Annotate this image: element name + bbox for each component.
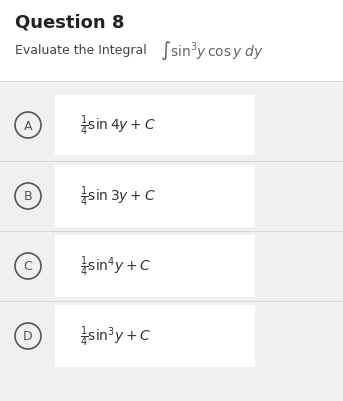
FancyBboxPatch shape xyxy=(55,305,255,367)
Text: $\frac{1}{4}\sin 3y + C$: $\frac{1}{4}\sin 3y + C$ xyxy=(80,184,156,209)
Text: $\frac{1}{4}\sin^3\!y + C$: $\frac{1}{4}\sin^3\!y + C$ xyxy=(80,324,151,348)
Text: D: D xyxy=(23,330,33,342)
FancyBboxPatch shape xyxy=(0,0,343,82)
FancyBboxPatch shape xyxy=(0,92,343,160)
Text: A: A xyxy=(24,119,32,132)
Text: $\int \sin^3\!y\,\cos y\;dy$: $\int \sin^3\!y\,\cos y\;dy$ xyxy=(160,40,264,62)
Text: C: C xyxy=(24,260,32,273)
FancyBboxPatch shape xyxy=(0,231,343,301)
FancyBboxPatch shape xyxy=(55,166,255,227)
Text: Question 8: Question 8 xyxy=(15,14,125,32)
FancyBboxPatch shape xyxy=(0,162,343,231)
FancyBboxPatch shape xyxy=(0,301,343,371)
Text: $\frac{1}{4}\sin 4y + C$: $\frac{1}{4}\sin 4y + C$ xyxy=(80,113,156,138)
FancyBboxPatch shape xyxy=(55,96,255,156)
Text: B: B xyxy=(24,190,32,203)
Text: $\frac{1}{4}\sin^4\!y + C$: $\frac{1}{4}\sin^4\!y + C$ xyxy=(80,254,151,278)
FancyBboxPatch shape xyxy=(55,235,255,297)
Text: Evaluate the Integral: Evaluate the Integral xyxy=(15,44,147,57)
